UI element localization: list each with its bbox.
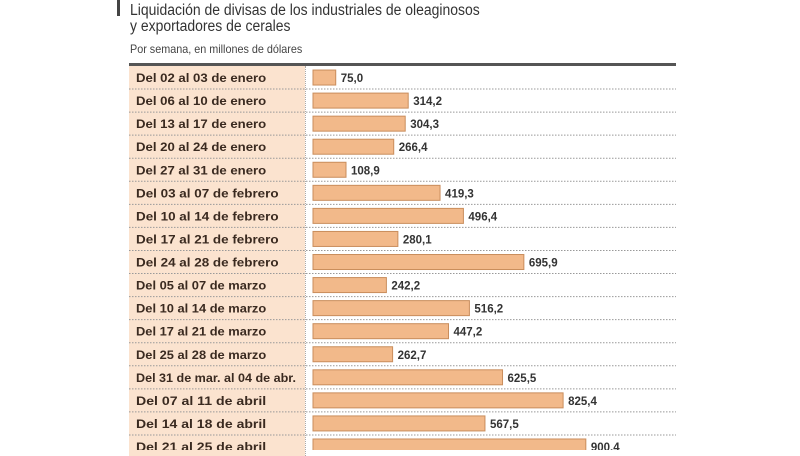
value-label: 419,3 xyxy=(445,188,474,200)
bar xyxy=(312,161,347,178)
value-label: 75,0 xyxy=(341,73,363,85)
value-label: 567,5 xyxy=(490,419,519,431)
value-label: 108,9 xyxy=(351,165,380,177)
bar xyxy=(312,392,564,409)
category-label-column xyxy=(129,66,305,456)
category-label: Del 07 al 11 de abril xyxy=(136,394,266,408)
value-label: 496,4 xyxy=(468,211,497,223)
category-label: Del 25 al 28 de marzo xyxy=(136,348,266,362)
category-label: Del 05 al 07 de marzo xyxy=(136,279,266,293)
bar xyxy=(312,115,406,132)
category-label: Del 13 al 17 de enero xyxy=(136,117,266,131)
chart-title-line-1: Liquidación de divisas de los industrial… xyxy=(130,2,480,19)
bar xyxy=(312,207,464,224)
value-label: 625,5 xyxy=(508,373,537,385)
bar xyxy=(312,230,399,247)
value-label: 695,9 xyxy=(529,258,558,270)
chart-title-line-2: y exportadores de cerales xyxy=(130,18,291,35)
category-label: Del 21 al 25 de abril xyxy=(136,440,266,450)
value-label: 314,2 xyxy=(413,96,442,108)
header-rule xyxy=(129,63,676,66)
title-accent-bar xyxy=(117,0,120,16)
value-label: 266,4 xyxy=(399,142,428,154)
category-label: Del 20 al 24 de enero xyxy=(136,140,266,154)
value-label: 825,4 xyxy=(568,396,597,408)
value-label: 242,2 xyxy=(391,281,420,293)
category-label: Del 17 al 21 de marzo xyxy=(136,325,266,339)
category-label: Del 17 al 21 de febrero xyxy=(136,232,279,246)
bar xyxy=(312,92,409,109)
category-label: Del 03 al 07 de febrero xyxy=(136,186,279,200)
bar xyxy=(312,69,337,86)
bar xyxy=(312,300,470,317)
column-separator xyxy=(305,66,306,456)
bar xyxy=(312,323,450,340)
category-label: Del 27 al 31 de enero xyxy=(136,163,266,177)
category-label: Del 06 al 10 de enero xyxy=(136,94,266,108)
bar xyxy=(312,346,394,363)
bar xyxy=(312,438,587,450)
chart-subtitle: Por semana, en millones de dólares xyxy=(130,42,303,56)
category-label: Del 31 de mar. al 04 de abr. xyxy=(136,371,296,385)
bar xyxy=(312,254,525,271)
category-label: Del 10 al 14 de febrero xyxy=(136,209,279,223)
bar xyxy=(312,369,504,386)
value-label: 280,1 xyxy=(403,234,432,246)
value-label: 900,4 xyxy=(591,442,620,450)
bar xyxy=(312,138,395,155)
bar xyxy=(312,415,486,432)
category-label: Del 10 al 14 de marzo xyxy=(136,302,266,316)
category-label: Del 02 al 03 de enero xyxy=(136,71,266,85)
value-label: 516,2 xyxy=(474,304,503,316)
category-label: Del 14 al 18 de abril xyxy=(136,417,266,431)
value-label: 304,3 xyxy=(410,119,439,131)
bar xyxy=(312,184,441,201)
bar xyxy=(312,277,387,294)
category-label: Del 24 al 28 de febrero xyxy=(136,256,279,270)
value-label: 447,2 xyxy=(454,327,483,339)
chart-title: Liquidación de divisas de los industrial… xyxy=(130,3,480,35)
value-label: 262,7 xyxy=(398,350,427,362)
